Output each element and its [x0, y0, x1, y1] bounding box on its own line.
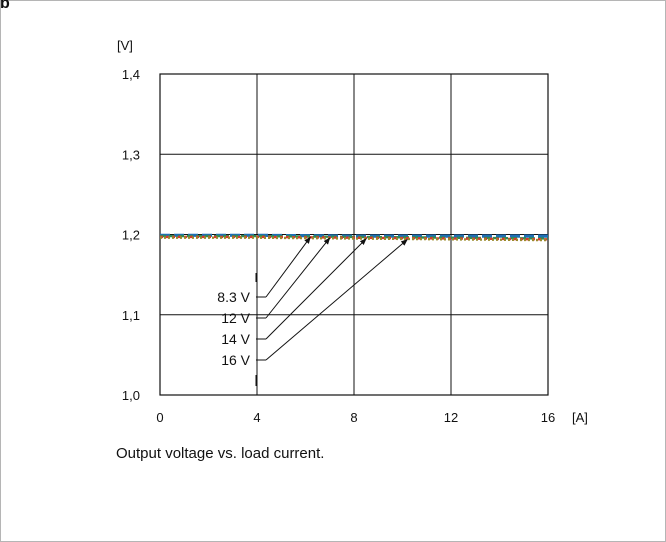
y-tick-label: 1,1: [122, 308, 140, 323]
y-tick-label: 1,3: [122, 147, 140, 162]
legend-arrow: [265, 236, 311, 298]
chart-caption: Output voltage vs. load current.: [116, 445, 325, 462]
legend-arrow: [265, 238, 367, 340]
legend-label: 16 V: [221, 352, 250, 368]
header-fragment: p: [0, 0, 10, 8]
legend-arrow: [265, 239, 408, 361]
x-tick-label: 4: [253, 410, 260, 425]
legend-label: 14 V: [221, 331, 250, 347]
y-tick-label: 1,2: [122, 228, 140, 243]
y-tick-label: 1,0: [122, 388, 140, 403]
x-tick-label: 8: [350, 410, 357, 425]
x-axis-label: [A]: [572, 410, 588, 425]
legend-label: 8.3 V: [217, 289, 250, 305]
x-tick-label: 16: [541, 410, 555, 425]
legend-arrow: [265, 237, 331, 319]
x-tick-label: 0: [156, 410, 163, 425]
x-tick-label: 12: [444, 410, 458, 425]
legend-label: 12 V: [221, 310, 250, 326]
series-line-16-v: [160, 236, 549, 242]
y-axis-label: [V]: [117, 38, 133, 53]
y-tick-label: 1,4: [122, 67, 140, 82]
